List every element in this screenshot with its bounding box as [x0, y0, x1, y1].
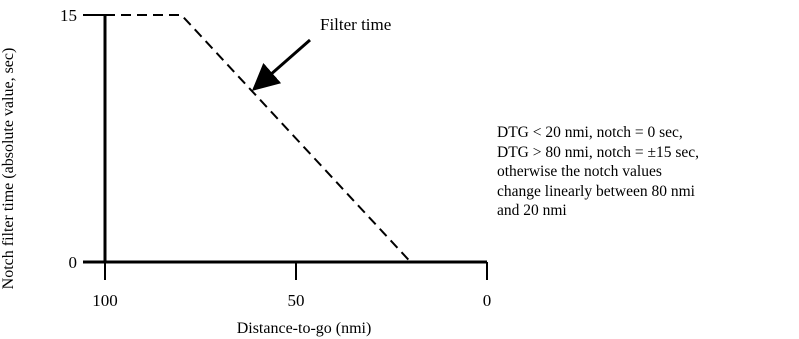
x-tick-label: 0: [483, 291, 492, 310]
annotation-label: Filter time: [320, 15, 391, 34]
note-line: and 20 nmi: [497, 202, 567, 219]
series-layer: [105, 14, 487, 263]
note-line: DTG > 80 nmi, notch = ±15 sec,: [497, 143, 700, 161]
x-axis-title: Distance-to-go (nmi): [237, 320, 372, 337]
axis-ticks: 0 15 100 50 0: [60, 6, 491, 310]
x-tick-label: 100: [92, 291, 118, 310]
series-line: [105, 14, 487, 263]
y-axis-title: Notch filter time (absolute value, sec): [0, 48, 17, 290]
annotation-layer: Filter time: [251, 15, 391, 91]
x-tick-label: 50: [288, 291, 305, 310]
note-line: DTG < 20 nmi, notch = 0 sec,: [497, 124, 683, 141]
y-tick-label: 15: [60, 6, 77, 25]
y-tick-label: 0: [69, 253, 78, 272]
chart-note: DTG < 20 nmi, notch = 0 sec, DTG > 80 nm…: [497, 123, 797, 221]
plot-area: 0 15 100 50 0 Filter time: [60, 6, 491, 310]
note-line: change linearly between 80 nmi: [497, 182, 695, 200]
note-line: otherwise the notch values: [497, 163, 662, 180]
annotation-arrow: [251, 38, 311, 91]
